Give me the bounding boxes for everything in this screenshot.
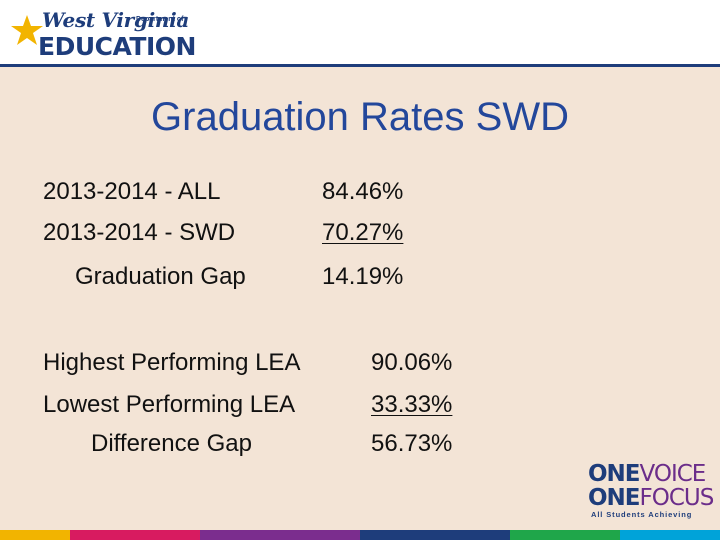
one-voice-one-focus-logo: ONEVOICE ONEFOCUS All Students Achieving [588, 460, 714, 524]
footer-segment [0, 530, 70, 540]
logo-department: Department of [136, 16, 184, 23]
header-divider [0, 64, 720, 67]
brand-line-focus: ONEFOCUS [588, 485, 715, 511]
row-all-label: 2013-2014 - ALL [43, 178, 221, 205]
brand-one-a: ONE [588, 461, 641, 487]
brand-voice: VOICE [639, 461, 707, 487]
footer-segment [510, 530, 620, 540]
footer-color-bar [0, 530, 720, 540]
graduation-gap-label: Graduation Gap [75, 263, 246, 290]
footer-segment [360, 530, 510, 540]
brand-line-voice: ONEVOICE [588, 461, 707, 487]
brand-one-b: ONE [588, 485, 641, 511]
graduation-gap-value: 14.19% [322, 263, 404, 290]
logo-education: EDUCATION [38, 32, 196, 61]
wv-education-logo[interactable]: West Virginia Department of EDUCATION [8, 4, 198, 61]
row-all-value: 84.46% [322, 178, 404, 205]
highest-lea-label: Highest Performing LEA [43, 349, 301, 376]
star-icon [11, 15, 43, 45]
lowest-lea-label: Lowest Performing LEA [43, 391, 296, 418]
logo-state-name: West Virginia [42, 8, 190, 32]
row-swd-value: 70.27% [322, 219, 404, 246]
brand-tagline: All Students Achieving [591, 510, 693, 519]
lowest-lea-value: 33.33% [371, 391, 453, 418]
difference-gap-value: 56.73% [371, 430, 453, 457]
highest-lea-value: 90.06% [371, 349, 453, 376]
footer-segment [620, 530, 720, 540]
slide-title: Graduation Rates SWD [151, 95, 569, 139]
footer-segment [200, 530, 360, 540]
header-bar: West Virginia Department of EDUCATION [0, 0, 720, 64]
difference-gap-label: Difference Gap [91, 430, 252, 457]
row-swd-label: 2013-2014 - SWD [43, 219, 236, 246]
brand-focus: FOCUS [639, 485, 715, 511]
footer-segment [70, 530, 200, 540]
